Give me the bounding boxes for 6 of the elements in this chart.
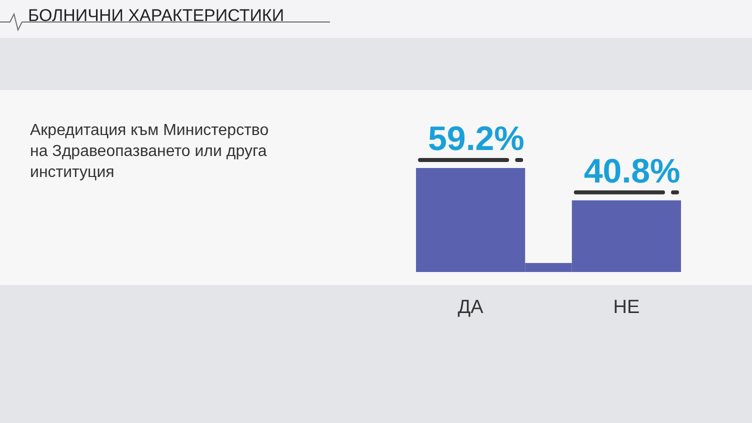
x-tick-label: ДА — [458, 297, 484, 318]
text: Акредитация към Министерство на Здравеопазването или друга институция — [30, 122, 269, 181]
data-label: 40.8% — [584, 152, 680, 190]
x-tick-label: НЕ — [613, 297, 640, 318]
text: БОЛНИЧНИ ХАРАКТЕРИСТИКИ — [28, 6, 284, 25]
data-label: 59.2% — [428, 120, 524, 158]
